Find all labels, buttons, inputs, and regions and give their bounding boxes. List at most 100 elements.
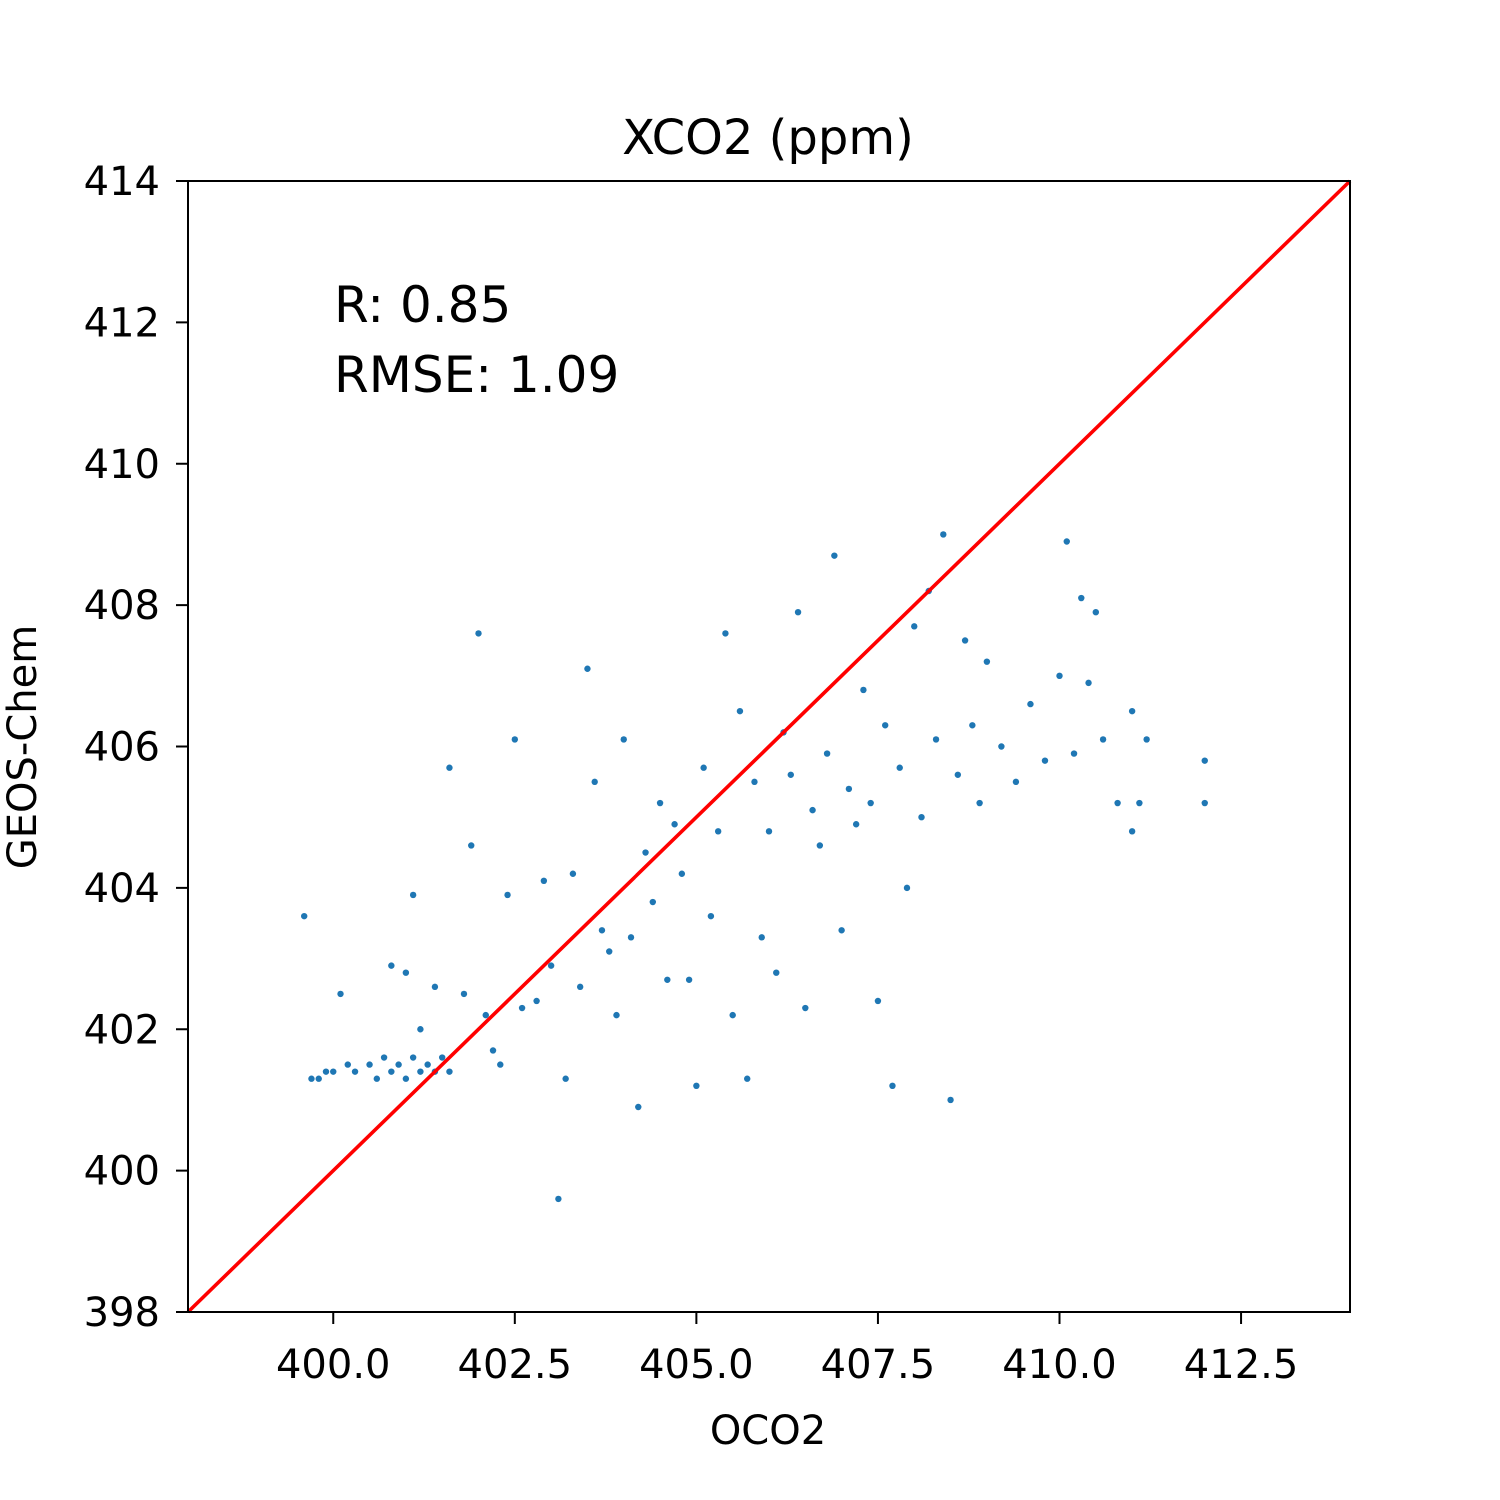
- scatter-point: [301, 912, 308, 920]
- scatter-point: [308, 1075, 315, 1082]
- y-tick-label: 412: [84, 300, 160, 346]
- scatter-point: [794, 608, 802, 616]
- scatter-point: [533, 997, 540, 1005]
- scatter-point: [823, 750, 831, 757]
- scatter-point: [867, 799, 874, 807]
- scatter-point: [1099, 736, 1107, 743]
- scatter-point: [511, 736, 519, 743]
- scatter-point: [1056, 672, 1063, 680]
- scatter-point: [1136, 799, 1143, 807]
- scatter-point: [569, 870, 577, 877]
- scatter-point: [438, 1054, 446, 1061]
- scatter-point: [351, 1068, 359, 1075]
- scatter-point: [344, 1061, 351, 1068]
- scatter-point: [402, 1075, 410, 1082]
- scatter-point: [845, 785, 853, 793]
- scatter-point: [540, 877, 548, 885]
- scatter-point: [373, 1075, 381, 1082]
- scatter-point: [1143, 736, 1150, 743]
- scatter-point: [932, 736, 940, 743]
- x-axis-title: OCO2: [710, 1408, 826, 1454]
- x-tick-label: 412.5: [1184, 1342, 1299, 1388]
- scatter-point: [395, 1061, 402, 1068]
- scatter-point: [860, 686, 867, 694]
- scatter-point: [446, 1068, 453, 1075]
- scatter-point: [504, 891, 511, 899]
- scatter-point: [555, 1195, 562, 1203]
- y-tick-label: 410: [84, 442, 160, 488]
- y-tick-label: 402: [84, 1007, 160, 1053]
- y-tick-label: 398: [84, 1290, 160, 1336]
- one-to-one-line: [186, 179, 1352, 1314]
- scatter-point: [591, 778, 598, 786]
- scatter-point: [802, 1004, 809, 1012]
- x-axis-ticks: 400.0 402.5 405.0 407.5 410.0 412.5: [276, 1312, 1298, 1388]
- scatter-point: [388, 962, 395, 969]
- scatter-point: [635, 1103, 642, 1111]
- scatter-point: [736, 707, 744, 715]
- scatter-point: [460, 990, 468, 998]
- scatter-point: [961, 637, 969, 644]
- scatter-point: [707, 912, 715, 920]
- scatter-point: [671, 821, 678, 828]
- scatter-point: [337, 990, 344, 998]
- scatter-point: [693, 1082, 700, 1090]
- scatter-point: [322, 1068, 330, 1075]
- scatter-point: [889, 1082, 896, 1090]
- scatter-point: [402, 969, 410, 976]
- scatter-point: [911, 623, 918, 630]
- scatter-point: [874, 997, 882, 1005]
- x-tick-label: 410.0: [1002, 1342, 1117, 1388]
- scatter-point: [896, 764, 903, 771]
- x-tick-label: 400.0: [276, 1342, 391, 1388]
- x-tick-label: 405.0: [639, 1342, 754, 1388]
- scatter-point: [722, 630, 729, 637]
- scatter-point: [1085, 679, 1092, 687]
- scatter-point: [983, 658, 991, 665]
- scatter-point: [620, 736, 627, 743]
- scatter-point: [969, 722, 976, 729]
- scatter-point: [417, 1068, 424, 1075]
- scatter-point: [388, 1068, 395, 1075]
- scatter-point: [787, 771, 794, 778]
- scatter-point: [315, 1075, 322, 1082]
- scatter-point: [649, 898, 656, 906]
- scatter-point: [1063, 538, 1070, 545]
- scatter-point: [751, 778, 758, 786]
- scatter-point: [497, 1061, 504, 1068]
- scatter-point: [1041, 757, 1049, 764]
- scatter-point: [518, 1004, 526, 1012]
- scatter-point: [475, 630, 482, 637]
- scatter-point: [700, 764, 707, 771]
- scatter-point: [656, 799, 664, 807]
- scatter-point: [1092, 608, 1100, 616]
- x-tick-label: 407.5: [821, 1342, 936, 1388]
- scatter-point: [431, 983, 439, 991]
- scatter-point: [773, 969, 780, 976]
- y-axis-title: GEOS-Chem: [0, 625, 46, 869]
- scatter-point: [576, 983, 584, 991]
- scatter-point: [606, 948, 613, 955]
- y-tick-label: 404: [84, 866, 160, 912]
- scatter-point: [613, 1011, 620, 1019]
- scatter-point: [816, 842, 824, 849]
- scatter-point: [1128, 707, 1136, 715]
- scatter-point: [678, 870, 686, 877]
- scatter-point: [940, 531, 947, 538]
- scatter-point: [976, 799, 983, 807]
- scatter-point: [417, 1026, 424, 1033]
- scatter-point: [446, 764, 453, 771]
- scatter-point: [1201, 757, 1208, 764]
- scatter-point: [918, 813, 925, 821]
- scatter-point: [714, 828, 722, 835]
- scatter-point: [882, 722, 889, 729]
- scatter-point: [903, 884, 911, 892]
- scatter-point: [330, 1068, 337, 1075]
- scatter-point: [1012, 778, 1020, 786]
- scatter-point: [664, 976, 671, 983]
- scatter-point: [409, 891, 417, 899]
- scatter-point: [1070, 750, 1078, 757]
- y-tick-label: 406: [84, 725, 160, 771]
- y-tick-label: 400: [84, 1149, 160, 1195]
